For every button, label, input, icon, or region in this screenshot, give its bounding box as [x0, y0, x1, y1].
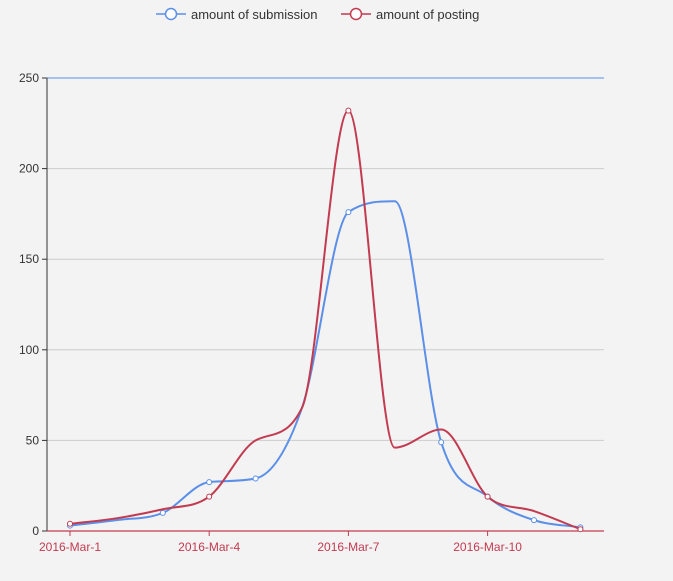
x-axis-ticks: 2016-Mar-1 2016-Mar-4 2016-Mar-7 2016-Mar-1…: [39, 531, 522, 554]
data-point-posting[interactable]: [577, 526, 584, 533]
gridlines: [47, 77, 604, 441]
legend-submission-label: amount of submission: [191, 7, 317, 22]
data-point-submission[interactable]: [438, 439, 445, 446]
data-point-submission[interactable]: [252, 475, 259, 482]
legend-item-submission[interactable]: amount of submission: [156, 7, 317, 22]
legend[interactable]: amount of submission amount of posting: [156, 7, 479, 22]
data-point-submission[interactable]: [531, 517, 537, 524]
legend-item-posting[interactable]: amount of posting: [341, 7, 479, 22]
data-point-submission[interactable]: [345, 209, 352, 216]
data-point-posting[interactable]: [67, 520, 73, 527]
series-layer: [67, 107, 584, 533]
x-tick-label: 2016-Mar-7: [317, 540, 379, 554]
legend-posting-marker: [349, 7, 363, 21]
data-point-submission[interactable]: [159, 509, 166, 516]
axes: [46, 78, 604, 532]
data-point-posting[interactable]: [345, 107, 352, 114]
series-line-posting: [69, 109, 581, 531]
legend-posting-label: amount of posting: [376, 7, 479, 22]
legend-submission-marker: [164, 7, 178, 21]
y-tick-label: 250: [19, 71, 39, 85]
y-axis-ticks: 0 50 100 150 200 250: [19, 71, 47, 538]
x-tick-label: 2016-Mar-10: [453, 540, 522, 554]
data-point-posting[interactable]: [484, 493, 491, 500]
data-point-posting[interactable]: [206, 493, 213, 500]
x-tick-label: 2016-Mar-1: [39, 540, 101, 554]
y-tick-label: 150: [19, 252, 39, 266]
y-tick-label: 200: [19, 162, 39, 176]
y-tick-label: 0: [32, 524, 39, 538]
y-tick-label: 100: [19, 343, 39, 357]
data-point-submission[interactable]: [206, 479, 213, 486]
series-posting: [67, 107, 584, 533]
x-tick-label: 2016-Mar-4: [178, 540, 240, 554]
y-tick-label: 50: [26, 433, 40, 447]
